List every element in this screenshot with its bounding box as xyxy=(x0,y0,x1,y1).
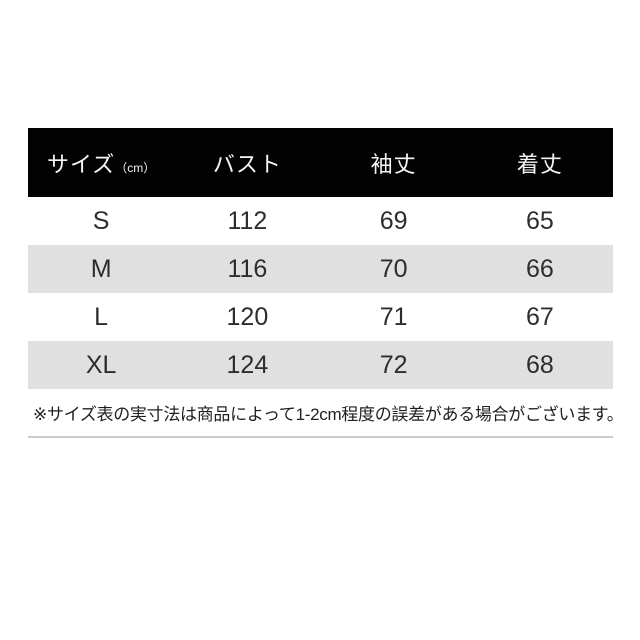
cell-length: 67 xyxy=(525,302,554,331)
cell-size: L xyxy=(94,302,109,331)
cell-bust: 120 xyxy=(226,302,269,331)
table-row-s: S 112 69 65 xyxy=(28,197,613,245)
cell-sleeve: 71 xyxy=(379,302,408,331)
cell-size: XL xyxy=(85,350,117,379)
cell-size: S xyxy=(92,206,110,235)
cell-length: 68 xyxy=(525,350,554,379)
cell-length: 65 xyxy=(525,206,554,235)
size-table-header: サイズ（cm） バスト 袖丈 着丈 xyxy=(28,128,613,197)
table-row-xl: XL 124 72 68 xyxy=(28,341,613,389)
table-row-l: L 120 71 67 xyxy=(28,293,613,341)
header-cell-bust: バスト xyxy=(212,151,282,177)
size-note-row: ※サイズ表の実寸法は商品によって1-2cm程度の誤差がある場合がございます。 xyxy=(28,389,624,438)
cell-sleeve: 70 xyxy=(379,254,408,283)
size-note-text: ※サイズ表の実寸法は商品によって1-2cm程度の誤差がある場合がございます。 xyxy=(33,405,624,424)
size-label: サイズ xyxy=(46,151,116,177)
cell-size: M xyxy=(90,254,112,283)
size-unit-label: （cm） xyxy=(115,160,156,175)
size-table: サイズ（cm） バスト 袖丈 着丈 S 112 69 65 M 116 70 6… xyxy=(28,128,624,438)
cell-bust: 112 xyxy=(227,206,268,235)
header-cell-length: 着丈 xyxy=(516,151,563,177)
cell-sleeve: 72 xyxy=(379,350,408,379)
table-row-m: M 116 70 66 xyxy=(28,245,613,293)
cell-sleeve: 69 xyxy=(379,206,408,235)
header-cell-sleeve: 袖丈 xyxy=(370,151,417,177)
cell-bust: 124 xyxy=(226,350,269,379)
cell-bust: 116 xyxy=(227,254,268,283)
header-cell-size: サイズ（cm） xyxy=(28,147,174,179)
cell-length: 66 xyxy=(525,254,554,283)
